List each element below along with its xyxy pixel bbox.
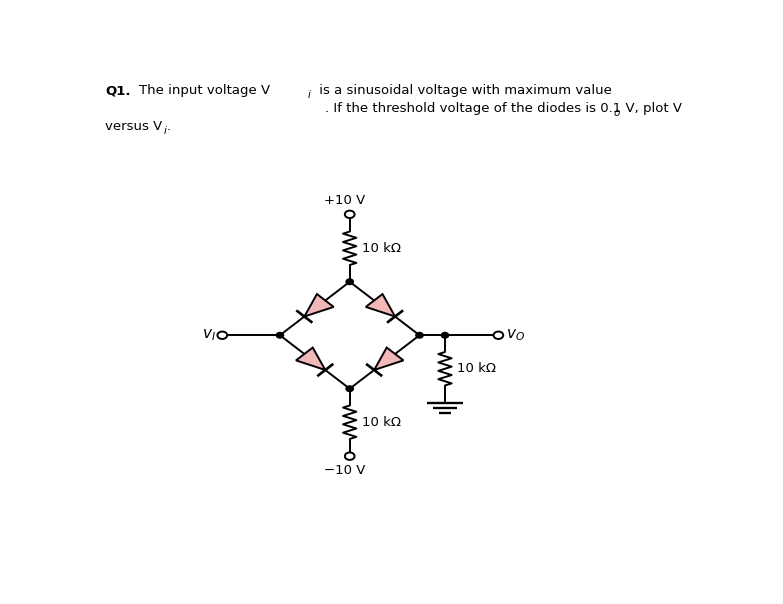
- Text: is a sinusoidal voltage with maximum value: is a sinusoidal voltage with maximum val…: [315, 84, 612, 97]
- Text: o: o: [614, 108, 620, 118]
- Circle shape: [493, 332, 503, 339]
- Text: i: i: [164, 126, 166, 136]
- Text: 10 kΩ: 10 kΩ: [362, 416, 401, 429]
- Text: versus V: versus V: [105, 120, 162, 133]
- Text: 10 kΩ: 10 kΩ: [362, 242, 401, 255]
- Circle shape: [442, 332, 449, 338]
- Text: +10 V: +10 V: [324, 194, 366, 207]
- Circle shape: [416, 332, 423, 338]
- Circle shape: [345, 452, 355, 460]
- Polygon shape: [374, 347, 403, 370]
- Text: −10 V: −10 V: [324, 464, 366, 477]
- Polygon shape: [305, 294, 334, 316]
- Circle shape: [276, 332, 283, 338]
- Text: $v_I$: $v_I$: [202, 327, 216, 343]
- Text: 10 kΩ: 10 kΩ: [457, 362, 496, 375]
- Polygon shape: [296, 347, 325, 370]
- Text: i: i: [308, 90, 311, 100]
- Text: . If the threshold voltage of the diodes is 0.1 V, plot V: . If the threshold voltage of the diodes…: [326, 102, 683, 115]
- Circle shape: [346, 386, 353, 391]
- Text: .: .: [167, 120, 171, 133]
- Text: Q1.: Q1.: [105, 84, 131, 97]
- Circle shape: [218, 332, 227, 339]
- Circle shape: [346, 279, 353, 284]
- Text: $v_O$: $v_O$: [506, 327, 525, 343]
- Text: The input voltage V: The input voltage V: [139, 84, 270, 97]
- Polygon shape: [366, 294, 395, 316]
- Circle shape: [345, 211, 355, 218]
